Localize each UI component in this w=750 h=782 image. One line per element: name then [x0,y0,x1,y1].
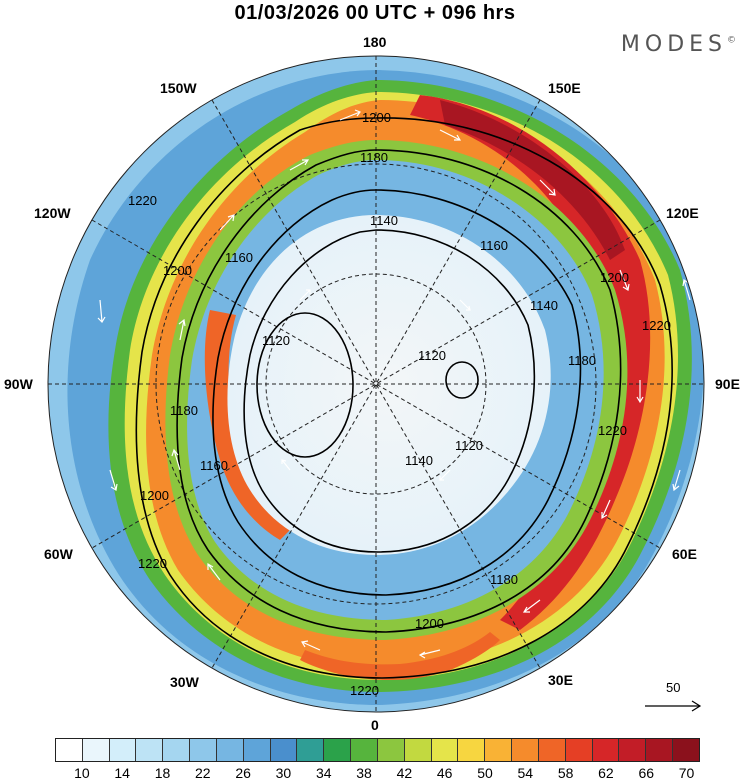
colorbar-tick-label: 54 [517,765,534,781]
colorbar-cell [538,739,566,761]
colorbar-cell [565,739,593,761]
colorbar-cell [485,739,513,761]
map-title: 01/03/2026 00 UTC + 096 hrs [234,2,516,24]
contour-label: 1120 [262,333,290,348]
colorbar-tick-label: 18 [154,765,171,781]
colorbar-cell [619,739,647,761]
reference-arrow-icon [645,700,702,712]
colorbar-cell [404,739,432,761]
colorbar-tick-label: 38 [356,765,372,781]
colorbar-cell [324,739,352,761]
lon-label-90w: 90W [4,376,33,392]
south-jet-streak [300,632,500,681]
west-jet-streak [204,310,290,540]
polar-core [227,215,551,555]
brand-name: MODES [620,32,727,57]
colorbar-tick-label: 66 [638,765,655,781]
colorbar-cell [351,739,378,761]
colorbar-tick-label: 34 [315,765,332,781]
contour-label: 1140 [530,298,558,313]
brand-logo: MODES© [621,32,736,57]
lon-label-150w: 150W [160,80,197,96]
jet-core-band [440,100,625,260]
colorbar-cell [56,739,83,761]
reference-vector: 50 [640,680,710,720]
contour-label: 1180 [568,353,596,368]
height-contours [135,117,673,679]
lon-label-60w: 60W [44,546,73,562]
colorbar-cell [431,739,459,761]
colorbar-cell [109,739,137,761]
contour-label: 1200 [362,110,391,125]
colorbar-tick-label: 10 [74,765,90,781]
contour-label: 1160 [480,238,508,253]
colorbar-cell [377,739,405,761]
lon-label-120w: 120W [34,205,71,221]
colorbar-cell [82,739,110,761]
lon-label-90e: 90E [715,376,740,392]
colorbar-tick-label: 46 [436,765,453,781]
colorbar-cell [243,739,271,761]
colorbar [55,738,700,762]
lon-label-120e: 120E [666,205,699,221]
contour-label: 1200 [600,270,629,285]
contour-label: 1220 [128,193,157,208]
contour-label: 1220 [598,423,627,438]
graticule [48,56,704,712]
colorbar-tick-label: 14 [114,765,130,781]
colorbar-cell [512,739,539,761]
contour-label: 1140 [405,453,433,468]
colorbar-cell [297,739,325,761]
colorbar-cell [646,739,674,761]
colorbar-cell [136,739,164,761]
lon-label-180: 180 [363,34,387,50]
contour-label: 1160 [225,250,253,265]
contour-label: 1200 [163,263,192,278]
colorbar-tick-label: 26 [235,765,251,781]
reference-vector-label: 50 [666,680,681,695]
colorbar-tick-label: 70 [678,765,695,781]
contour-label: 1120 [455,438,483,453]
wind-vectors [97,109,691,659]
contour-label: 1120 [418,348,446,363]
lon-label-30e: 30E [548,672,573,688]
map-field: 1200 1220 1220 1220 1220 1220 1200 1200 … [48,56,704,712]
lon-label-150e: 150E [548,80,581,96]
colorbar-tick-label: 22 [195,765,211,781]
colorbar-tick-label: 62 [598,765,614,781]
contour-label: 1180 [170,403,198,418]
colorbar-tick-label: 42 [396,765,413,781]
contour-label: 1200 [415,616,444,631]
colorbar-cell [592,739,620,761]
colorbar-tick-label: 50 [477,765,493,781]
lon-label-60e: 60E [672,546,697,562]
colorbar-tick-label: 30 [275,765,292,781]
colorbar-cell [458,739,486,761]
contour-label: 1220 [642,318,671,333]
contour-label: 1180 [360,150,388,165]
contour-label: 1200 [140,488,169,503]
lon-label-0: 0 [371,717,379,733]
colorbar-cell [270,739,298,761]
contour-label: 1140 [370,213,398,228]
colorbar-cell [190,739,217,761]
contour-label: 1220 [138,556,167,571]
colorbar-cell [216,739,244,761]
map-boundary [47,55,705,713]
colorbar-cell [163,739,191,761]
copyright-mark: © [727,35,736,46]
contour-label: 1180 [490,572,518,587]
contour-label-group: 1200 1220 1220 1220 1220 1220 1200 1200 … [128,110,671,698]
colorbar-cell [673,739,699,761]
colorbar-tick-label: 58 [557,765,574,781]
contour-label: 1220 [350,683,379,698]
contour-label: 1160 [200,458,228,473]
lon-label-30w: 30W [170,674,199,690]
